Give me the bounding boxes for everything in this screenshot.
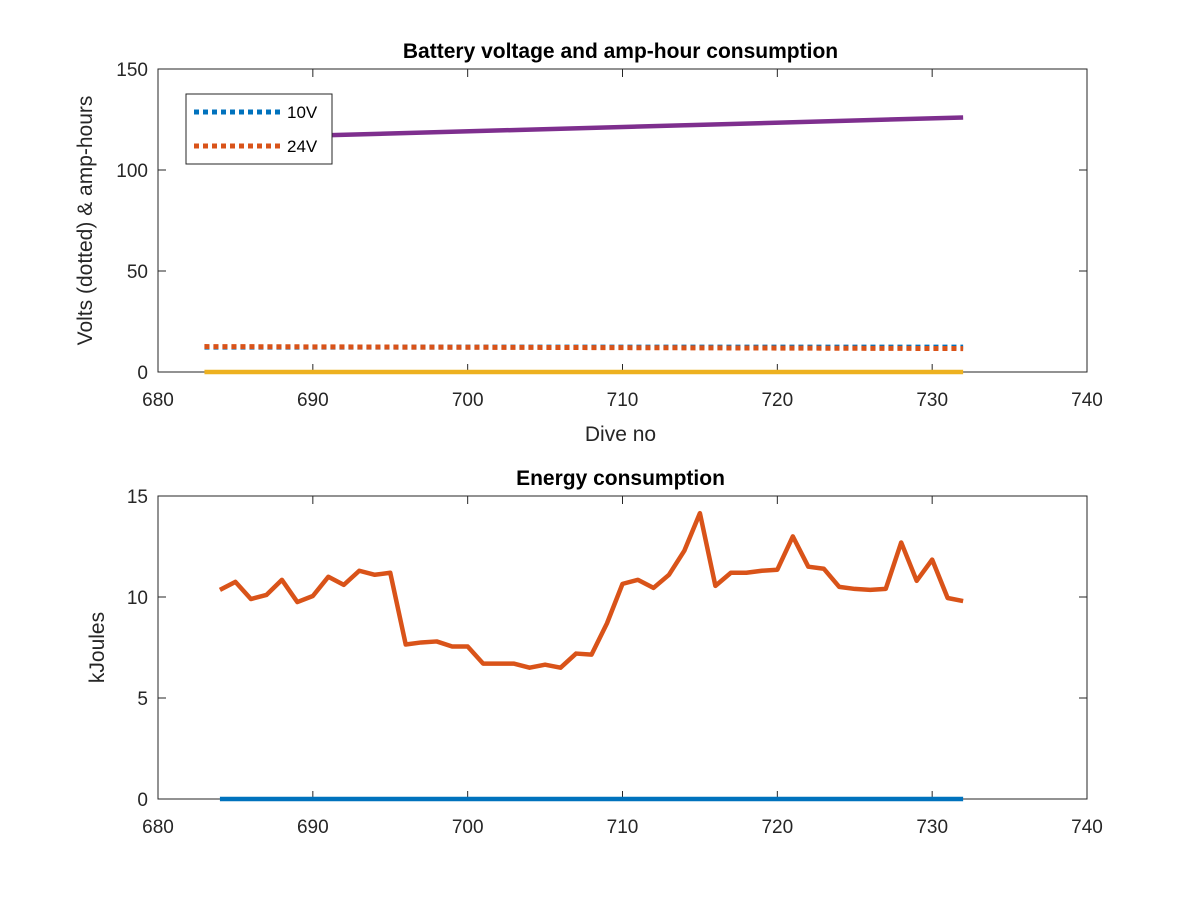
energy-axes: Energy consumption 680 690 700 710 720 730 740… bbox=[86, 467, 1103, 838]
x-tick-label: 700 bbox=[452, 817, 484, 838]
legend-box bbox=[185, 93, 333, 165]
x-tick-label: 680 bbox=[142, 817, 174, 838]
chart-title: Energy consumption bbox=[516, 467, 725, 490]
y-tick-label: 50 bbox=[127, 262, 148, 283]
x-tick-label: 690 bbox=[297, 390, 329, 411]
legend-label-10v: 10V bbox=[287, 103, 318, 122]
y-tick-label: 10 bbox=[127, 588, 148, 609]
x-tick-label: 710 bbox=[607, 817, 639, 838]
y-axis-label: kJoules bbox=[86, 612, 109, 683]
x-tick-label: 720 bbox=[761, 390, 793, 411]
axis-ticks: 680 690 700 710 720 730 740 0 5 10 15 bbox=[127, 487, 1103, 838]
x-axis-label: Dive no bbox=[585, 423, 656, 446]
y-tick-label: 5 bbox=[137, 689, 148, 710]
y-tick-label: 0 bbox=[137, 363, 148, 384]
y-tick-label: 150 bbox=[116, 60, 148, 81]
x-tick-label: 690 bbox=[297, 817, 329, 838]
y-tick-label: 15 bbox=[127, 487, 148, 508]
x-tick-label: 680 bbox=[142, 390, 174, 411]
x-tick-label: 700 bbox=[452, 390, 484, 411]
y-tick-label: 0 bbox=[137, 790, 148, 811]
plot-series bbox=[218, 510, 964, 802]
x-tick-label: 720 bbox=[761, 817, 793, 838]
series-line-24v bbox=[204, 344, 964, 352]
series-line-0 bbox=[218, 510, 964, 670]
x-tick-label: 740 bbox=[1071, 390, 1103, 411]
chart-title: Battery voltage and amp-hour consumption bbox=[403, 40, 838, 63]
x-tick-label: 730 bbox=[916, 817, 948, 838]
y-axis-label: Volts (dotted) & amp-hours bbox=[74, 96, 97, 346]
voltage-amphour-axes: Battery voltage and amp-hour consumption… bbox=[74, 40, 1103, 446]
x-tick-label: 730 bbox=[916, 390, 948, 411]
x-tick-label: 710 bbox=[607, 390, 639, 411]
x-tick-label: 740 bbox=[1071, 817, 1103, 838]
y-tick-label: 100 bbox=[116, 161, 148, 182]
plot-area bbox=[157, 495, 1088, 800]
legend-label-24v: 24V bbox=[287, 137, 318, 156]
legend: 10V 24V bbox=[185, 93, 333, 165]
